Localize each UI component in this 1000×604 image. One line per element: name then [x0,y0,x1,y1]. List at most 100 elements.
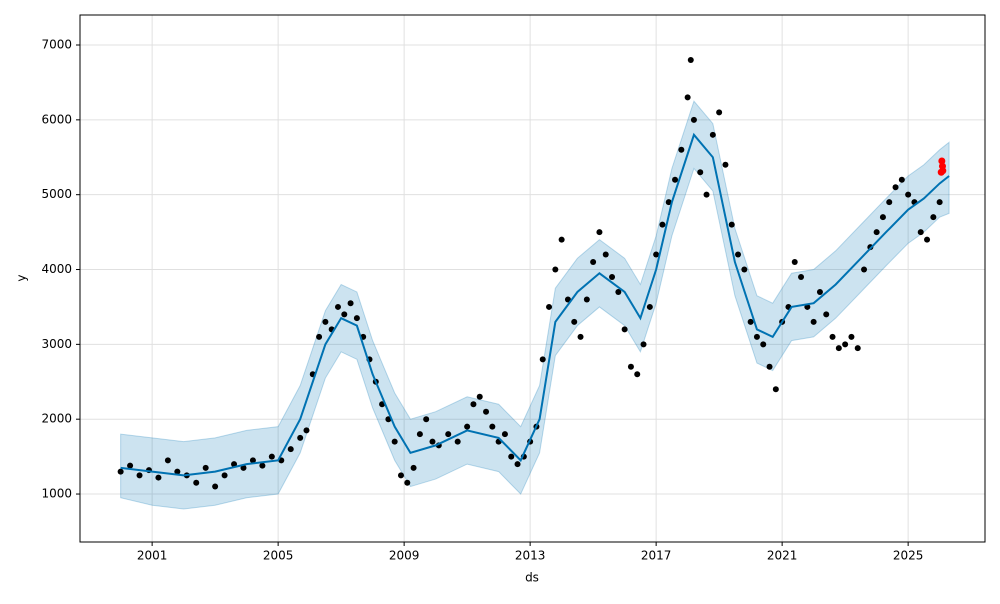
observed-point [571,318,578,325]
observed-point [410,464,417,471]
observed-point [489,423,496,430]
plot-frame [79,14,986,543]
observed-point [924,236,931,243]
observed-point [583,296,590,303]
observed-point [646,303,653,310]
observed-point [596,229,603,236]
observed-point [816,288,823,295]
observed-point [391,438,398,445]
observed-point [483,408,490,415]
x-tick-label: 2025 [893,549,924,563]
recent-point [938,157,946,165]
observed-point [602,251,609,258]
x-tick-label: 2013 [515,549,546,563]
recent-point [939,167,947,175]
x-tick-label: 2021 [767,549,798,563]
observed-point [898,176,905,183]
observed-point [687,56,694,63]
observed-point [259,462,266,469]
observed-point [659,221,666,228]
y-tick-label: 6000 [41,112,72,126]
observed-point [341,311,348,318]
plot-layer [80,15,985,542]
y-tick-label: 1000 [41,487,72,501]
observed-point [174,468,181,475]
observed-point [303,427,310,434]
observed-point [917,229,924,236]
observed-point [231,461,238,468]
observed-point [886,199,893,206]
observed-point [416,431,423,438]
observed-point [627,363,634,370]
observed-point [823,311,830,318]
observed-point [508,453,515,460]
observed-point [810,318,817,325]
observed-point [552,266,559,273]
observed-point [936,199,943,206]
observed-point [766,363,773,370]
observed-point [127,462,134,469]
observed-point [287,446,294,453]
observed-point [297,434,304,441]
observed-point [268,453,275,460]
observed-point [640,341,647,348]
observed-point [202,464,209,471]
observed-point [249,457,256,464]
observed-point [445,431,452,438]
observed-point [747,318,754,325]
observed-point [212,483,219,490]
observed-point [539,356,546,363]
observed-point [221,472,228,479]
observed-point [558,236,565,243]
x-tick-label: 2005 [263,549,294,563]
observed-point [164,457,171,464]
observed-point [464,423,471,430]
observed-point [791,259,798,266]
observed-point [546,303,553,310]
observed-point [930,214,937,221]
observed-point [772,386,779,393]
observed-point [829,333,836,340]
y-tick-label: 2000 [41,412,72,426]
observed-point [240,464,247,471]
observed-point [316,333,323,340]
observed-point [728,221,735,228]
observed-point [334,303,341,310]
y-tick-label: 3000 [41,337,72,351]
observed-point [347,300,354,307]
observed-point [423,416,430,423]
observed-point [136,472,143,479]
observed-point [564,296,571,303]
observed-point [716,109,723,116]
observed-point [322,318,329,325]
observed-point [722,161,729,168]
observed-point [514,461,521,468]
observed-point [429,438,436,445]
observed-point [590,259,597,266]
x-axis-label: ds [525,571,539,585]
observed-point [501,431,508,438]
observed-point [404,479,411,486]
observed-point [454,438,461,445]
observed-point [397,472,404,479]
observed-point [470,401,477,408]
observed-point [684,94,691,101]
observed-point [892,184,899,191]
observed-point [703,191,710,198]
observed-point [709,131,716,138]
observed-point [193,479,200,486]
observed-point [577,333,584,340]
x-tick-label: 2017 [641,549,672,563]
y-tick-label: 7000 [41,38,72,52]
observed-point [476,393,483,400]
observed-point [690,116,697,123]
observed-point [905,191,912,198]
observed-point [861,266,868,273]
observed-point [879,214,886,221]
observed-point [653,251,660,258]
observed-point [848,333,855,340]
x-tick-label: 2001 [137,549,168,563]
y-axis-label: y [15,274,29,281]
observed-point [697,169,704,176]
